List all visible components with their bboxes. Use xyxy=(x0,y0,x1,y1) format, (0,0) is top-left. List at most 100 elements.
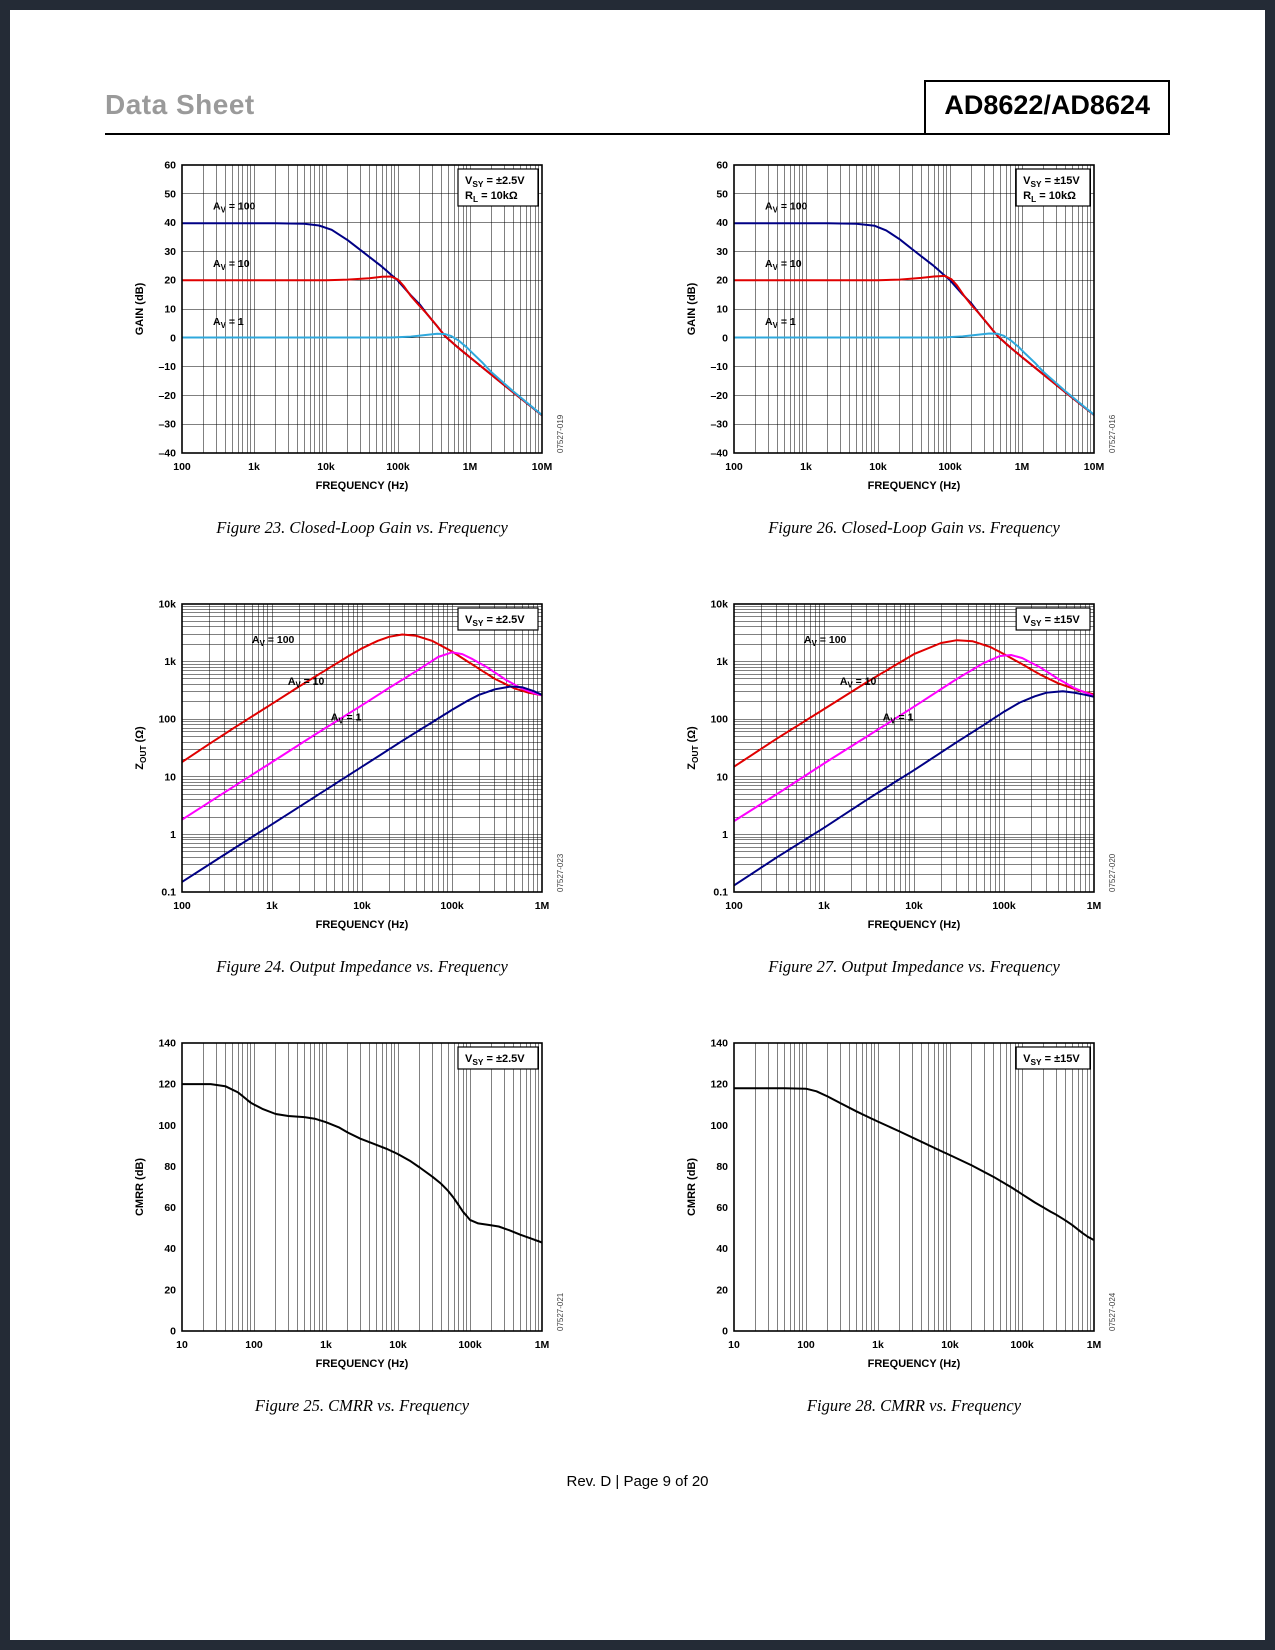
svg-text:1M: 1M xyxy=(1015,461,1030,473)
svg-text:1k: 1k xyxy=(164,656,176,668)
figure-26-closed-loop-gain: VSY = ±15V RL = 10kΩ AV = 100 AV = 10 AV = 1… xyxy=(682,155,1120,538)
svg-text:0: 0 xyxy=(722,332,728,344)
figure-25-caption: Figure 25. CMRR vs. Frequency xyxy=(254,1396,470,1415)
svg-text:10M: 10M xyxy=(1084,461,1105,473)
svg-text:80: 80 xyxy=(164,1161,176,1173)
figure-25-cmrr: VSY = ±2.5V 10 100 1k 10k 100k 1M 140 120 100 80 60… xyxy=(130,1033,682,1416)
chart-svg: VSY = ±2.5V 10 100 1k 10k 100k 1M 140 120 100 80 60… xyxy=(134,1038,565,1371)
svg-text:GAIN (dB): GAIN (dB) xyxy=(686,282,698,335)
svg-text:100: 100 xyxy=(725,900,743,912)
page-header: Data Sheet AD8622/AD8624 xyxy=(105,80,1170,135)
svg-text:140: 140 xyxy=(710,1038,728,1050)
figure-28-cmrr: VSY = ±15V 10 100 1k 10k 100k 1M 140 120 100 80 60 4… xyxy=(682,1033,1120,1416)
svg-text:50: 50 xyxy=(716,188,728,200)
svg-text:80: 80 xyxy=(716,1161,728,1173)
figure-27-caption: Figure 27. Output Impedance vs. Frequenc… xyxy=(768,957,1060,976)
svg-text:ZOUT (Ω): ZOUT (Ω) xyxy=(134,726,148,770)
svg-text:40: 40 xyxy=(164,1243,176,1255)
chart-svg: VSY = ±15V 10 100 1k 10k 100k 1M 140 120 100 80 60 4… xyxy=(686,1038,1117,1371)
chart-canvas-figure-28: VSY = ±15V 10 100 1k 10k 100k 1M 140 120 100 80 60 4… xyxy=(682,1033,1120,1382)
chart-canvas-figure-23: VSY = ±2.5V RL = 10kΩ AV = 100 AV = 10 AV = … xyxy=(130,155,682,504)
svg-text:1k: 1k xyxy=(266,900,278,912)
svg-text:FREQUENCY (Hz): FREQUENCY (Hz) xyxy=(868,480,961,492)
svg-text:140: 140 xyxy=(158,1038,176,1050)
svg-text:100: 100 xyxy=(245,1339,263,1351)
svg-text:–10: –10 xyxy=(710,361,728,373)
svg-text:10M: 10M xyxy=(532,461,553,473)
svg-text:1k: 1k xyxy=(716,656,728,668)
svg-text:120: 120 xyxy=(158,1079,176,1091)
svg-text:20: 20 xyxy=(164,1284,176,1296)
svg-text:–40: –40 xyxy=(158,448,176,460)
part-number: AD8622/AD8624 xyxy=(924,80,1170,133)
svg-text:–10: –10 xyxy=(158,361,176,373)
svg-text:0: 0 xyxy=(170,1326,176,1338)
svg-text:RL = 10kΩ: RL = 10kΩ xyxy=(1023,190,1076,204)
svg-text:0.1: 0.1 xyxy=(713,887,728,899)
svg-text:10k: 10k xyxy=(905,900,923,912)
svg-text:1k: 1k xyxy=(320,1339,332,1351)
svg-text:VSY = ±15V: VSY = ±15V xyxy=(1023,614,1080,628)
svg-text:AV = 100: AV = 100 xyxy=(804,634,847,648)
svg-text:1: 1 xyxy=(170,829,176,841)
svg-text:1k: 1k xyxy=(800,461,812,473)
svg-text:100: 100 xyxy=(173,900,191,912)
svg-text:100: 100 xyxy=(158,1120,176,1132)
figure-24-output-impedance: VSY = ±2.5V AV = 100 AV = 10 AV = 1 100 1k 10k… xyxy=(130,594,682,977)
svg-text:VSY = ±2.5V: VSY = ±2.5V xyxy=(465,614,525,628)
svg-text:10k: 10k xyxy=(869,461,887,473)
svg-text:AV = 1: AV = 1 xyxy=(213,316,244,330)
svg-text:RL = 10kΩ: RL = 10kΩ xyxy=(465,190,518,204)
svg-text:10k: 10k xyxy=(317,461,335,473)
svg-text:40: 40 xyxy=(164,217,176,229)
svg-text:10k: 10k xyxy=(158,599,176,611)
chart-canvas-figure-27: VSY = ±15V AV = 100 AV = 10 AV = 1 100 1k 10k 1… xyxy=(682,594,1120,943)
svg-text:FREQUENCY (Hz): FREQUENCY (Hz) xyxy=(868,1358,961,1370)
svg-text:100k: 100k xyxy=(1010,1339,1034,1351)
svg-text:10: 10 xyxy=(164,304,176,316)
svg-text:ZOUT (Ω): ZOUT (Ω) xyxy=(686,726,700,770)
svg-text:AV = 10: AV = 10 xyxy=(213,258,250,272)
svg-text:100: 100 xyxy=(710,1120,728,1132)
svg-text:VSY = ±15V: VSY = ±15V xyxy=(1023,1053,1080,1067)
svg-text:10: 10 xyxy=(716,304,728,316)
svg-text:100: 100 xyxy=(797,1339,815,1351)
svg-text:1M: 1M xyxy=(463,461,478,473)
svg-text:1k: 1k xyxy=(248,461,260,473)
svg-text:07527-024: 07527-024 xyxy=(1108,1292,1117,1331)
figure-23-caption: Figure 23. Closed-Loop Gain vs. Frequenc… xyxy=(216,518,508,537)
svg-text:GAIN (dB): GAIN (dB) xyxy=(134,282,146,335)
svg-text:100k: 100k xyxy=(992,900,1016,912)
chart-svg: VSY = ±15V AV = 100 AV = 10 AV = 1 100 1k 10k 1… xyxy=(686,599,1117,932)
svg-text:FREQUENCY (Hz): FREQUENCY (Hz) xyxy=(316,1358,409,1370)
svg-text:1k: 1k xyxy=(872,1339,884,1351)
svg-text:10k: 10k xyxy=(941,1339,959,1351)
svg-text:–30: –30 xyxy=(158,419,176,431)
svg-text:–30: –30 xyxy=(710,419,728,431)
svg-text:AV = 10: AV = 10 xyxy=(765,258,802,272)
svg-text:20: 20 xyxy=(164,275,176,287)
svg-text:10k: 10k xyxy=(353,900,371,912)
doc-type-label: Data Sheet xyxy=(105,89,255,120)
chart-canvas-figure-25: VSY = ±2.5V 10 100 1k 10k 100k 1M 140 120 100 80 60… xyxy=(130,1033,682,1382)
svg-text:100k: 100k xyxy=(440,900,464,912)
figure-24-caption: Figure 24. Output Impedance vs. Frequenc… xyxy=(216,957,508,976)
svg-text:100k: 100k xyxy=(458,1339,482,1351)
svg-text:30: 30 xyxy=(164,246,176,258)
page-footer: Rev. D | Page 9 of 20 xyxy=(566,1473,709,1490)
svg-text:07527-023: 07527-023 xyxy=(556,853,565,892)
svg-text:10: 10 xyxy=(164,771,176,783)
chart-canvas-figure-24: VSY = ±2.5V AV = 100 AV = 10 AV = 1 100 1k 10k… xyxy=(130,594,682,943)
svg-text:10: 10 xyxy=(176,1339,188,1351)
svg-text:60: 60 xyxy=(716,160,728,172)
svg-text:FREQUENCY (Hz): FREQUENCY (Hz) xyxy=(316,919,409,931)
svg-text:07527-016: 07527-016 xyxy=(1108,414,1117,453)
svg-text:FREQUENCY (Hz): FREQUENCY (Hz) xyxy=(316,480,409,492)
svg-text:100k: 100k xyxy=(386,461,410,473)
svg-text:–20: –20 xyxy=(158,390,176,402)
svg-text:40: 40 xyxy=(716,217,728,229)
svg-text:30: 30 xyxy=(716,246,728,258)
